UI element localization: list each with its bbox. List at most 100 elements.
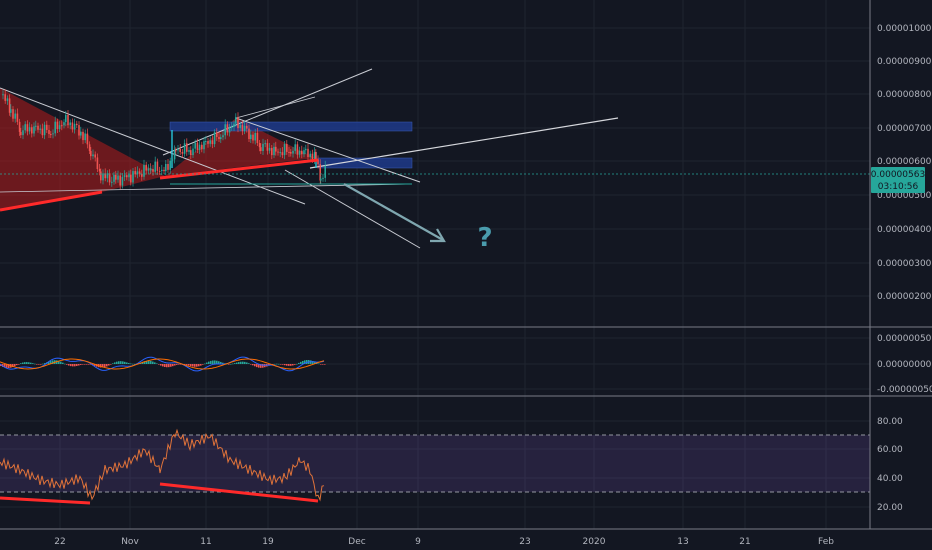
candle-body [52,133,54,135]
candle-body [179,148,181,153]
candle-body [56,121,59,130]
time-tick-label: 11 [200,537,211,547]
time-tick-label: 2020 [583,537,606,547]
candle-body [275,146,277,152]
macd-histogram-bar [168,364,170,368]
candle-body [201,144,203,150]
macd-histogram-bar [164,364,166,367]
price-tick-label: 0.00000500 [877,191,932,201]
macd-histogram-bar [320,364,322,365]
candle-body [283,144,286,156]
macd-histogram-bar [272,364,274,365]
rsi-pane[interactable] [0,428,870,505]
candle-body [63,122,65,126]
candle-body [104,173,106,179]
candle-body [218,136,220,140]
macd-histogram-bar [248,363,250,364]
candle-body [233,123,235,128]
candle-body [205,141,207,143]
candle-body [305,148,307,151]
descending-resistance-line [235,117,421,183]
candle-body [24,124,26,131]
macd-histogram-bar [162,364,164,367]
candle-body [96,157,99,170]
macd-histogram-bar [214,360,216,364]
macd-histogram-bar [300,361,302,364]
price-pane[interactable]: ? [0,68,870,253]
candle-body [315,152,317,160]
macd-histogram-bar [72,364,74,367]
channel-mid-line [235,96,316,119]
macd-histogram-bar [70,364,72,367]
macd-histogram-bar [286,364,288,366]
macd-histogram-bar [212,360,214,364]
macd-histogram-bar [322,364,324,365]
macd-histogram-bar [278,363,280,365]
candle-body [61,125,63,127]
candle-body [111,181,113,183]
macd-pane[interactable] [0,356,326,372]
macd-histogram-bar [178,364,180,365]
macd-histogram-bar [312,361,314,364]
candle-body [307,148,309,157]
macd-histogram-bar [318,363,320,365]
candle-body [264,143,266,145]
macd-histogram-bar [120,361,122,364]
rsi-axis[interactable]: 80.00 60.00 40.00 20.00 [877,417,903,513]
wedge-pattern-right [165,118,315,176]
candle-body [82,131,84,141]
rising-support-trendline-2 [159,158,319,180]
candle-body [14,113,16,119]
time-axis[interactable]: 22 Nov 11 19 Dec 9 23 2020 13 21 Feb [54,537,834,547]
macd-histogram-bar [150,361,152,364]
macd-histogram-bar [184,364,186,365]
candle-body [98,169,101,172]
candle-body [10,109,12,113]
time-tick-label: 23 [519,537,530,547]
time-tick-label: Dec [348,537,365,547]
macd-histogram-bar [298,362,300,364]
price-axis[interactable]: 0.00001000 0.00000900 0.00000800 0.00000700… [877,24,932,302]
candle-body [165,163,167,172]
macd-tick-label: -0.00000050 [877,385,932,395]
candlestick-series [2,89,326,190]
candle-body [254,132,256,141]
macd-histogram-bar [26,362,28,364]
macd-histogram-bar [158,364,160,365]
candle-body [33,126,35,134]
macd-histogram-bar [188,364,190,366]
macd-histogram-bar [74,364,76,367]
candle-body [76,123,78,126]
candle-body [298,150,301,155]
candle-countdown: 03:10:56 [878,182,919,192]
support-horizontal-line [0,183,413,193]
price-tick-label: 0.00000300 [877,259,932,269]
candle-body [31,127,33,134]
macd-tick-label: 0.00000000 [877,360,932,370]
macd-histogram-bar [4,364,6,368]
macd-histogram-bar [16,364,18,366]
candle-body [8,98,11,113]
macd-histogram-bar [34,363,36,365]
macd-histogram-bar [206,362,208,364]
candle-body [260,147,262,152]
macd-histogram-bar [218,361,220,364]
macd-histogram-bar [108,364,110,366]
candle-body [203,141,205,150]
candle-body [190,150,192,156]
macd-histogram-bar [116,361,118,364]
candle-body [71,122,74,130]
candle-body [48,129,50,135]
macd-axis[interactable]: 0.00000050 0.00000000 -0.00000050 [877,334,932,395]
candle-body [100,171,102,181]
macd-histogram-bar [228,364,230,365]
candle-body [266,143,269,151]
rsi-tick-label: 80.00 [877,417,903,427]
candle-body [50,134,52,136]
macd-histogram-bar [204,363,206,365]
candle-body [226,124,229,133]
rsi-tick-label: 60.00 [877,445,903,455]
macd-histogram-bar [304,360,306,364]
macd-signal-line [0,358,325,370]
